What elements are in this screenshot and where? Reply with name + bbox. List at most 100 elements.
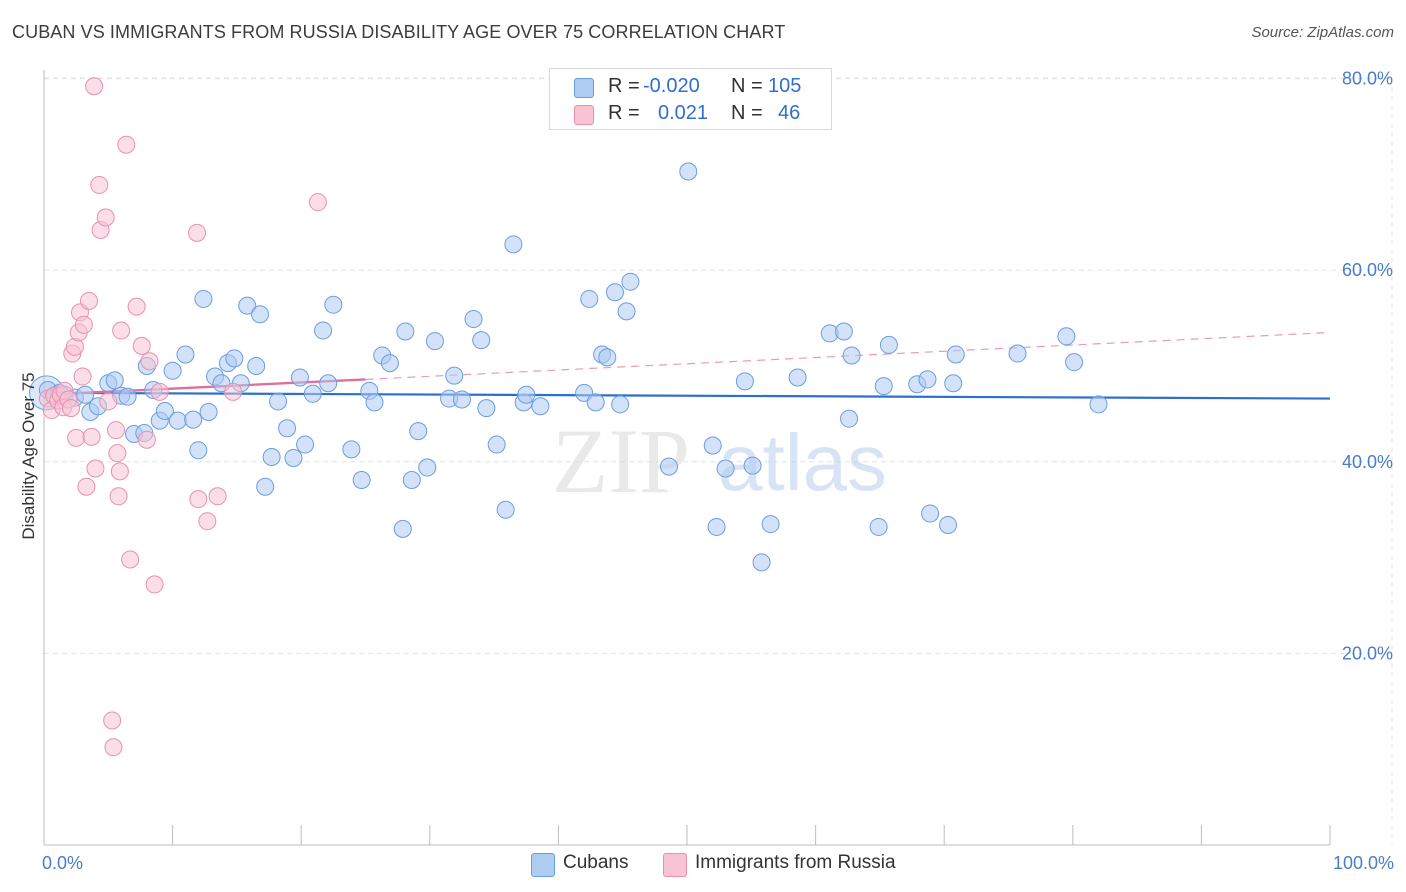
cubans-point xyxy=(76,385,95,404)
russia-point xyxy=(137,430,156,449)
cubans-point xyxy=(752,553,771,572)
russia-legend-label: Immigrants from Russia xyxy=(695,852,896,873)
cubans-point xyxy=(921,504,940,523)
cubans-swatch xyxy=(531,853,555,877)
cubans-point xyxy=(575,383,594,402)
cubans-point xyxy=(504,235,523,254)
cubans-point xyxy=(879,335,898,354)
y-tick-label: 80.0% xyxy=(1342,69,1393,89)
russia-point xyxy=(188,223,207,242)
cubans-point xyxy=(402,471,421,490)
legend-swatch-russia xyxy=(574,105,594,125)
cubans-point xyxy=(918,370,937,389)
legend-n-label: N = xyxy=(731,102,763,124)
y-tick-label: 60.0% xyxy=(1342,260,1393,280)
correlation-legend: R = -0.020 N = 105 R = 0.021 N = 46 xyxy=(549,68,832,130)
cubans-point xyxy=(944,374,963,393)
cubans-point xyxy=(238,296,257,315)
x-tick-label-max: 100.0% xyxy=(1333,853,1394,873)
russia-point xyxy=(121,550,140,569)
cubans-point xyxy=(605,283,624,302)
russia-point xyxy=(96,208,115,227)
cubans-point xyxy=(176,345,195,364)
russia-point xyxy=(208,487,227,506)
legend-n-value: 105 xyxy=(768,75,802,97)
cubans-point xyxy=(617,302,636,321)
cubans-point xyxy=(761,515,780,534)
legend-n-value: 46 xyxy=(778,102,801,124)
cubans-point xyxy=(788,368,807,387)
cubans-point xyxy=(262,448,281,467)
russia-point xyxy=(86,459,105,478)
cubans-point xyxy=(189,441,208,460)
russia-point xyxy=(62,399,81,418)
cubans-point xyxy=(352,471,371,490)
russia-trend-line xyxy=(43,378,366,396)
cubans-point xyxy=(834,322,853,341)
chart-title: CUBAN VS IMMIGRANTS FROM RUSSIA DISABILI… xyxy=(12,22,786,42)
cubans-point xyxy=(477,399,496,418)
y-tick-label: 20.0% xyxy=(1342,643,1393,663)
cubans-point xyxy=(290,368,309,387)
cubans-point xyxy=(586,393,605,412)
russia-point xyxy=(110,462,129,481)
russia-point xyxy=(308,193,327,212)
cubans-point xyxy=(874,377,893,396)
cubans-point xyxy=(199,402,218,421)
cubans-point xyxy=(342,440,361,459)
cubans-point xyxy=(716,459,735,478)
legend-n-label: N = xyxy=(731,75,763,97)
cubans-point xyxy=(409,422,428,441)
axis-layer: 20.0% 40.0% 60.0% 80.0% 0.0% 100.0% xyxy=(42,69,1394,873)
russia-point xyxy=(99,392,118,411)
cubans-point xyxy=(155,402,174,421)
cubans-point xyxy=(1008,344,1027,363)
cubans-point xyxy=(365,393,384,412)
cubans-point xyxy=(278,419,297,438)
russia-point xyxy=(67,428,86,447)
x-tick-label-min: 0.0% xyxy=(42,853,83,873)
cubans-point xyxy=(194,289,213,308)
russia-point xyxy=(189,490,208,509)
cubans-point xyxy=(445,366,464,385)
cubans-point xyxy=(487,435,506,454)
russia-point xyxy=(90,175,109,194)
cubans-point xyxy=(598,348,617,367)
cubans-point xyxy=(1089,395,1108,414)
cubans-point xyxy=(939,516,958,535)
cubans-point xyxy=(296,435,315,454)
russia-point xyxy=(112,321,131,340)
cubans-point xyxy=(472,331,491,350)
russia-point xyxy=(73,367,92,386)
legend-r-value: 0.021 xyxy=(658,102,709,124)
points-layer xyxy=(29,77,1108,757)
russia-point xyxy=(74,315,93,334)
cubans-point xyxy=(1065,353,1084,372)
russia-point xyxy=(224,382,243,401)
cubans-point xyxy=(314,321,333,340)
y-tick-label: 40.0% xyxy=(1342,452,1393,472)
legend-row-cubans: R = -0.020 N = 105 xyxy=(550,75,831,101)
russia-point xyxy=(117,135,136,154)
cubans-point xyxy=(284,448,303,467)
cubans-legend-label: Cubans xyxy=(563,852,629,873)
cubans-point xyxy=(517,385,536,404)
russia-swatch xyxy=(663,853,687,877)
russia-point xyxy=(108,444,127,463)
russia-point xyxy=(107,421,126,440)
russia-point xyxy=(127,297,146,316)
cubans-point xyxy=(393,519,412,538)
cubans-point xyxy=(396,322,415,341)
cubans-point xyxy=(869,517,888,536)
cubans-point xyxy=(269,392,288,411)
russia-point xyxy=(150,382,169,401)
cubans-point xyxy=(380,354,399,373)
cubans-point xyxy=(105,371,124,390)
cubans-point xyxy=(118,387,137,406)
cubans-point xyxy=(319,374,338,393)
russia-point xyxy=(104,738,123,757)
cubans-point xyxy=(225,349,244,368)
cubans-point xyxy=(611,395,630,414)
cubans-point xyxy=(580,289,599,308)
